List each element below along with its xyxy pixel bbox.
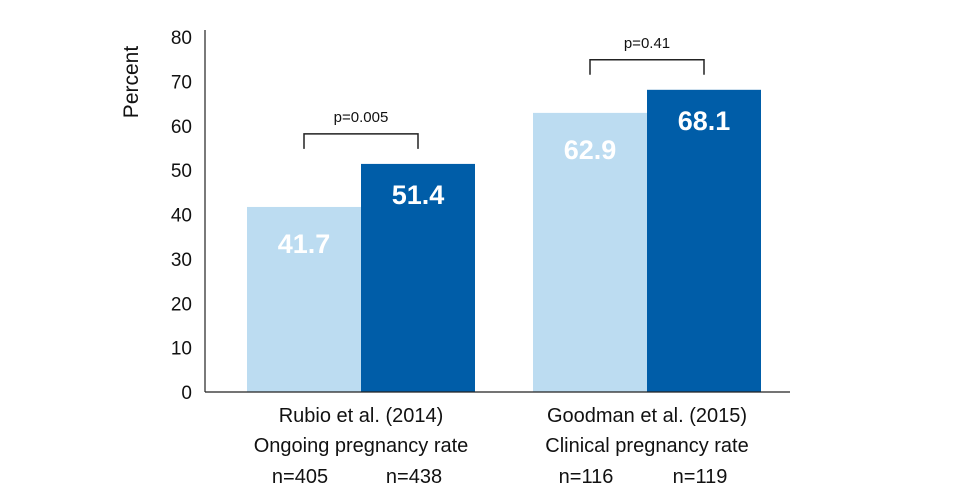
category-labels: n=405 n=438 Rubio et al. (2014) Ongoing pre… xyxy=(254,405,749,488)
p-value-label: p=0.41 xyxy=(624,35,670,52)
category-title: Rubio et al. (2014) xyxy=(279,405,444,427)
y-tick-label: 30 xyxy=(171,250,192,271)
category-subtitle: Ongoing pregnancy rate xyxy=(254,435,469,457)
y-tick-label: 10 xyxy=(171,339,192,360)
significance-bracket xyxy=(589,59,705,75)
y-axis-title: Percent xyxy=(120,46,143,119)
bar-dark xyxy=(647,89,761,393)
y-tick-label: 0 xyxy=(181,383,192,404)
bar-value-label: 62.9 xyxy=(564,135,617,165)
bar-light xyxy=(247,206,361,392)
sample-size-label: n=116 xyxy=(559,466,614,488)
sample-size-label: n=119 xyxy=(673,466,728,488)
bar-value-label: 68.1 xyxy=(678,106,731,136)
y-tick-label: 60 xyxy=(171,117,192,138)
bar-dark xyxy=(361,163,475,392)
bar-value-label: 51.4 xyxy=(392,180,445,210)
category-subtitle: Clinical pregnancy rate xyxy=(545,435,748,457)
y-tick-label: 70 xyxy=(171,72,192,93)
significance-brackets: p=0.005 p=0.41 xyxy=(303,35,705,149)
bar-value-label: 41.7 xyxy=(278,229,331,259)
y-tick-label: 50 xyxy=(171,161,192,182)
y-tick-label: 80 xyxy=(171,28,192,49)
bar-light xyxy=(533,112,647,392)
sample-size-label: n=405 xyxy=(272,466,328,488)
sample-size-label: n=438 xyxy=(386,466,442,488)
y-axis-ticks: 0 10 20 30 40 50 60 70 80 xyxy=(171,28,192,404)
significance-bracket xyxy=(303,133,419,149)
y-tick-label: 40 xyxy=(171,206,192,227)
y-tick-label: 20 xyxy=(171,294,192,315)
p-value-label: p=0.005 xyxy=(334,109,389,126)
category-title: Goodman et al. (2015) xyxy=(547,405,747,427)
bars: 41.7 51.4 62.9 68.1 xyxy=(247,89,761,393)
